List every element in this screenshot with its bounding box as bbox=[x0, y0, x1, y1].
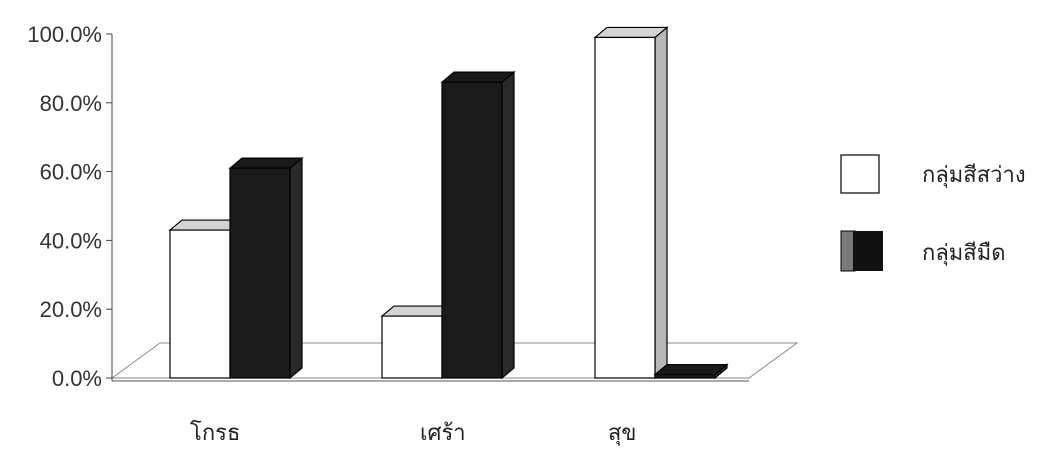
bar-side-face bbox=[289, 156, 303, 380]
bar-top-face bbox=[653, 363, 729, 376]
y-tick-label: 60.0% bbox=[40, 160, 102, 185]
x-category-label: เศร้า bbox=[420, 421, 466, 446]
floor-outline bbox=[110, 342, 799, 379]
bar-front-face bbox=[441, 81, 503, 379]
y-tick-label: 80.0% bbox=[40, 91, 102, 116]
y-tick-label: 0.0% bbox=[52, 366, 102, 391]
bar-front-face bbox=[381, 315, 443, 379]
y-tick-label: 40.0% bbox=[40, 228, 102, 253]
bar-front-face bbox=[229, 167, 291, 379]
bar-dark-3 bbox=[653, 363, 729, 380]
bar-top-face bbox=[228, 157, 304, 169]
y-tick-label: 100.0% bbox=[27, 22, 102, 47]
legend-label: กลุ่มสีมืด bbox=[922, 241, 1006, 266]
y-tick-label: 20.0% bbox=[40, 297, 102, 322]
x-category-label: สุข bbox=[608, 421, 636, 446]
bar-side-face bbox=[654, 26, 668, 380]
bar-side-face bbox=[501, 70, 515, 380]
bar-dark-2 bbox=[440, 70, 516, 380]
bar-top-face bbox=[593, 26, 669, 39]
bars bbox=[168, 26, 729, 380]
bar-front-face bbox=[169, 229, 231, 379]
legend-swatch-light bbox=[840, 154, 880, 194]
bar-front-face bbox=[594, 36, 656, 379]
legend-label: กลุ่มสีสว่าง bbox=[922, 163, 1026, 188]
bar-dark-1 bbox=[228, 156, 304, 380]
bar-front-face bbox=[654, 373, 716, 379]
legend-swatch-dark bbox=[840, 230, 883, 272]
bar-top-face bbox=[440, 71, 516, 83]
x-axis-labels: โกรธ เศร้า สุข bbox=[190, 420, 636, 446]
legend-swatch-front bbox=[853, 231, 883, 271]
bar-light-3 bbox=[593, 26, 669, 380]
x-category-label: โกรธ bbox=[190, 420, 240, 446]
legend-swatch-side bbox=[840, 230, 856, 272]
y-axis: 0.0% 20.0% 40.0% 60.0% 80.0% 100.0% bbox=[27, 22, 113, 391]
chart-floor bbox=[110, 342, 799, 382]
